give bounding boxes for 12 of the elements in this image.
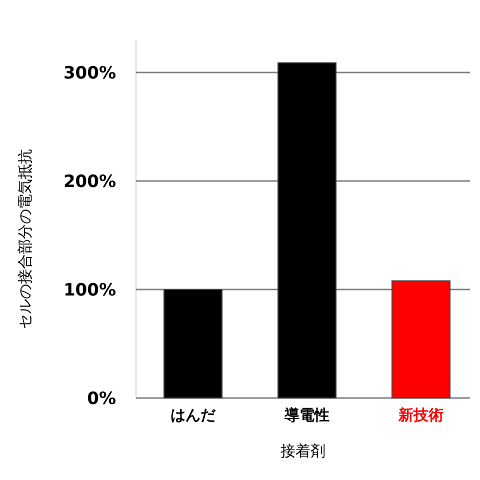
y-tick-label: 100% bbox=[63, 280, 116, 301]
y-axis-title: セルの接合部分の電気抵抗 bbox=[16, 149, 34, 329]
y-tick-label: 300% bbox=[63, 64, 116, 84]
bar bbox=[164, 289, 222, 398]
x-axis-title: 接着剤 bbox=[280, 442, 326, 460]
x-tick-label: 新技術 bbox=[398, 406, 444, 424]
x-tick-label: はんだ bbox=[170, 406, 216, 424]
x-tick-label: 導電性 bbox=[284, 406, 330, 424]
bar bbox=[392, 280, 450, 398]
bar bbox=[278, 62, 336, 398]
y-tick-label: 200% bbox=[63, 172, 116, 192]
y-tick-label: 0% bbox=[87, 389, 116, 409]
